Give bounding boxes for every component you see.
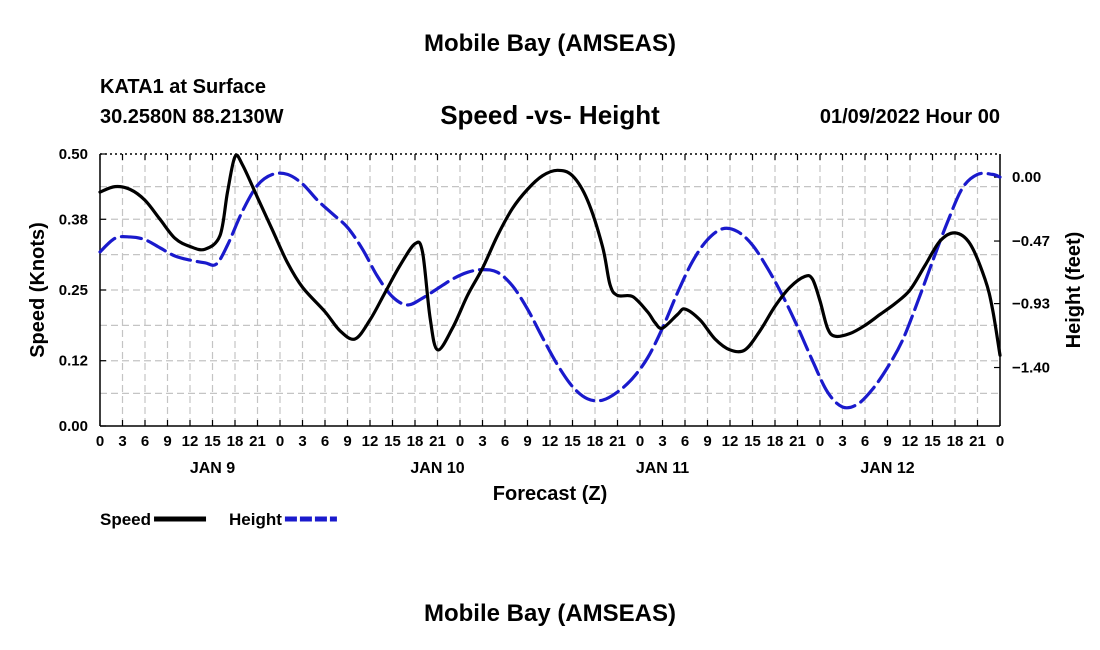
series-line-speed bbox=[98, 153, 1002, 357]
x-tick-label: 3 bbox=[118, 433, 126, 450]
y-tick-label-right: −1.40 bbox=[1012, 360, 1050, 377]
x-tick-label: 9 bbox=[163, 433, 171, 450]
x-tick-label: 12 bbox=[182, 433, 199, 450]
x-day-label: JAN 12 bbox=[860, 460, 914, 477]
x-tick-label: 12 bbox=[542, 433, 559, 450]
x-tick-label: 21 bbox=[609, 433, 626, 450]
x-tick-label: 15 bbox=[384, 433, 401, 450]
x-tick-label: 3 bbox=[478, 433, 486, 450]
x-tick-label: 21 bbox=[789, 433, 806, 450]
x-tick-label: 0 bbox=[456, 433, 464, 450]
x-tick-label: 9 bbox=[703, 433, 711, 450]
station-label: KATA1 at Surface bbox=[100, 76, 266, 98]
x-day-label: JAN 11 bbox=[636, 460, 689, 477]
y-tick-label-left: 0.38 bbox=[59, 211, 88, 228]
x-tick-label: 9 bbox=[343, 433, 351, 450]
x-day-label: JAN 9 bbox=[190, 460, 235, 477]
x-tick-label: 6 bbox=[501, 433, 509, 450]
x-tick-label: 18 bbox=[947, 433, 964, 450]
chart-subtitle: Speed -vs- Height bbox=[440, 100, 660, 130]
y-tick-label-left: 0.00 bbox=[59, 418, 88, 435]
x-tick-label: 18 bbox=[407, 433, 424, 450]
x-tick-label: 6 bbox=[321, 433, 329, 450]
y-tick-label-left: 0.50 bbox=[59, 146, 88, 163]
y-tick-label-right: 0.00 bbox=[1012, 169, 1041, 186]
x-tick-label: 3 bbox=[838, 433, 846, 450]
x-tick-label: 0 bbox=[636, 433, 644, 450]
x-tick-label: 9 bbox=[883, 433, 891, 450]
x-tick-label: 18 bbox=[227, 433, 244, 450]
chart-title: Mobile Bay (AMSEAS) bbox=[423, 30, 677, 57]
x-tick-label: 15 bbox=[744, 433, 761, 450]
x-tick-label: 18 bbox=[767, 433, 784, 450]
x-tick-label: 21 bbox=[969, 433, 986, 450]
legend-label-speed: Speed bbox=[100, 510, 151, 529]
x-tick-label: 0 bbox=[276, 433, 284, 450]
legend-label-height: Height bbox=[229, 510, 282, 529]
x-tick-label: 21 bbox=[249, 433, 266, 450]
x-tick-label: 6 bbox=[861, 433, 869, 450]
x-tick-label: 6 bbox=[681, 433, 689, 450]
x-tick-label: 12 bbox=[362, 433, 379, 450]
y-tick-label-left: 0.12 bbox=[59, 353, 88, 370]
x-tick-label: 3 bbox=[658, 433, 666, 450]
x-tick-label: 0 bbox=[816, 433, 824, 450]
x-tick-label: 18 bbox=[587, 433, 604, 450]
next-chart-title: Mobile Bay (AMSEAS) bbox=[423, 600, 677, 627]
forecast-datetime: 01/09/2022 Hour 00 bbox=[819, 106, 1000, 128]
y-axis-label-left: Speed (Knots) bbox=[27, 222, 49, 358]
x-tick-label: 3 bbox=[298, 433, 306, 450]
series-line-height bbox=[98, 171, 1002, 410]
x-tick-label: 12 bbox=[722, 433, 739, 450]
coordinates-label: 30.2580N 88.2130W bbox=[100, 106, 284, 128]
y-tick-label-right: −0.93 bbox=[1012, 296, 1050, 313]
x-tick-label: 12 bbox=[902, 433, 919, 450]
x-tick-label: 9 bbox=[523, 433, 531, 450]
x-tick-label: 15 bbox=[924, 433, 941, 450]
x-tick-label: 6 bbox=[141, 433, 149, 450]
y-tick-label-right: −0.47 bbox=[1012, 233, 1050, 250]
y-tick-label-left: 0.25 bbox=[59, 282, 88, 299]
x-tick-label: 0 bbox=[996, 433, 1004, 450]
x-tick-label: 21 bbox=[429, 433, 446, 450]
y-axis-label-right: Height (feet) bbox=[1063, 232, 1085, 349]
x-tick-label: 15 bbox=[204, 433, 221, 450]
x-tick-label: 15 bbox=[564, 433, 581, 450]
x-tick-label: 0 bbox=[96, 433, 104, 450]
x-axis-label: Forecast (Z) bbox=[493, 483, 607, 505]
x-day-label: JAN 10 bbox=[410, 460, 464, 477]
